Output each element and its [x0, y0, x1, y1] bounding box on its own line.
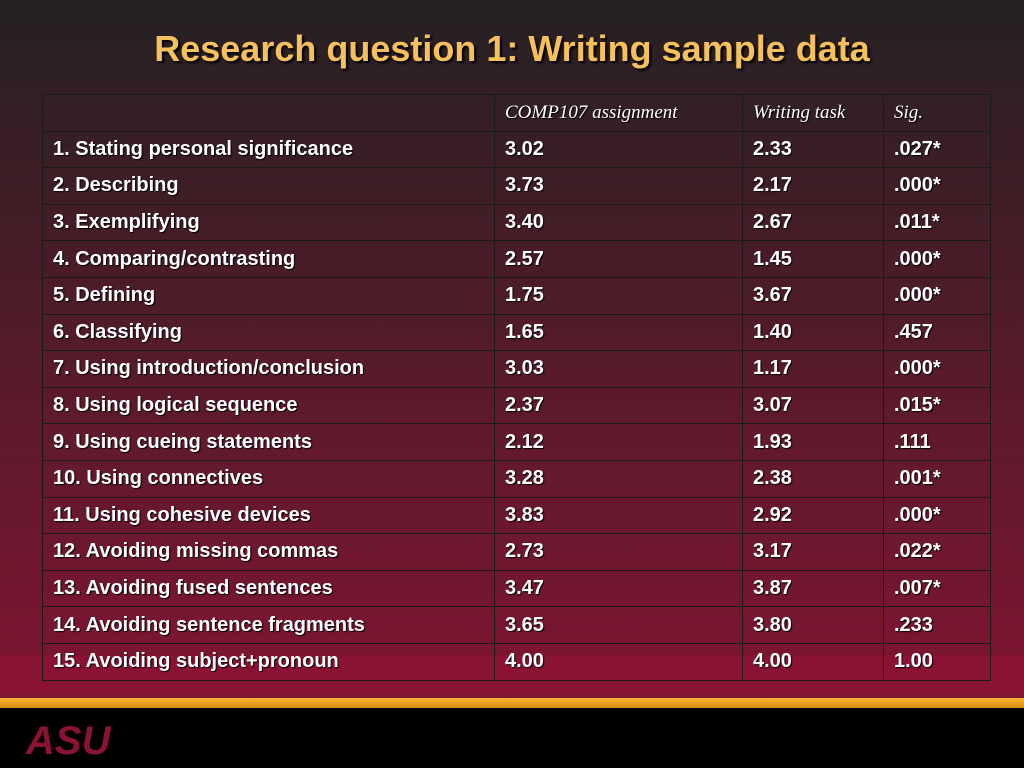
table-row: 8. Using logical sequence 2.37 3.07 .015… [42, 386, 991, 425]
table-cell: 7. Using introduction/conclusion [42, 350, 495, 388]
table-cell: 3.65 [494, 606, 743, 644]
header-cell: COMP107 assignment [494, 94, 743, 132]
table-row: 11. Using cohesive devices 3.83 2.92 .00… [42, 496, 991, 535]
table-cell: .007* [883, 569, 991, 608]
table-row: 9. Using cueing statements 2.12 1.93 .11… [42, 423, 991, 461]
table-cell: 3.87 [742, 569, 884, 608]
table-row: 14. Avoiding sentence fragments 3.65 3.8… [42, 606, 991, 644]
table-cell: 3.03 [494, 350, 743, 388]
table-cell: .000* [883, 496, 991, 535]
table-cell: .022* [883, 533, 991, 571]
table-cell: .000* [883, 276, 991, 315]
table-cell: 13. Avoiding fused sentences [42, 569, 495, 608]
table-cell: 2.12 [494, 423, 743, 461]
gold-stripe [0, 698, 1024, 708]
table-cell: 2.17 [742, 167, 884, 205]
table-row: 7. Using introduction/conclusion 3.03 1.… [42, 350, 991, 388]
header-cell: Sig. [883, 94, 991, 132]
table-cell: 2.37 [494, 386, 743, 425]
table-cell: .001* [883, 459, 991, 498]
table-cell: 1.00 [883, 642, 991, 681]
asu-logo-text: ASU [25, 719, 112, 760]
table-cell: 15. Avoiding subject+pronoun [42, 642, 495, 681]
table-cell: 6. Classifying [42, 313, 495, 352]
table-cell: 3.02 [494, 130, 743, 169]
table-cell: 4. Comparing/contrasting [42, 240, 495, 278]
table-cell: 9. Using cueing statements [42, 423, 495, 461]
header-cell [42, 94, 495, 132]
table-cell: .000* [883, 350, 991, 388]
table-cell: 1.65 [494, 313, 743, 352]
table-cell: 1.75 [494, 276, 743, 315]
table-cell: .000* [883, 240, 991, 278]
table-cell: 10. Using connectives [42, 459, 495, 498]
table-cell: 2.67 [742, 203, 884, 242]
table-cell: .000* [883, 167, 991, 205]
table-cell: .457 [883, 313, 991, 352]
table-cell: 1.93 [742, 423, 884, 461]
table-cell: 3.07 [742, 386, 884, 425]
table-row: 5. Defining 1.75 3.67 .000* [42, 276, 991, 315]
table-cell: .233 [883, 606, 991, 644]
table-cell: 1.40 [742, 313, 884, 352]
table-row: 1. Stating personal significance 3.02 2.… [42, 130, 991, 169]
table-row: 3. Exemplifying 3.40 2.67 .011* [42, 203, 991, 242]
table-cell: 3.17 [742, 533, 884, 571]
table-cell: 3. Exemplifying [42, 203, 495, 242]
data-table: COMP107 assignment Writing task Sig. 1. … [42, 94, 991, 681]
table-row: 13. Avoiding fused sentences 3.47 3.87 .… [42, 569, 991, 608]
table-cell: 3.28 [494, 459, 743, 498]
table-cell: 2.33 [742, 130, 884, 169]
table-row: 2. Describing 3.73 2.17 .000* [42, 167, 991, 205]
table-row: 6. Classifying 1.65 1.40 .457 [42, 313, 991, 352]
table-cell: .027* [883, 130, 991, 169]
table-cell: 1.17 [742, 350, 884, 388]
table-cell: 3.47 [494, 569, 743, 608]
table-cell: 3.80 [742, 606, 884, 644]
table-cell: 12. Avoiding missing commas [42, 533, 495, 571]
table-cell: .111 [883, 423, 991, 461]
table-cell: 11. Using cohesive devices [42, 496, 495, 535]
table-cell: 3.83 [494, 496, 743, 535]
table-row: 15. Avoiding subject+pronoun 4.00 4.00 1… [42, 642, 991, 681]
table-cell: 8. Using logical sequence [42, 386, 495, 425]
table-cell: 14. Avoiding sentence fragments [42, 606, 495, 644]
slide-title: Research question 1: Writing sample data [154, 28, 870, 69]
table-cell: 5. Defining [42, 276, 495, 315]
table-cell: 1. Stating personal significance [42, 130, 495, 169]
table-cell: .011* [883, 203, 991, 242]
table-cell: 2.92 [742, 496, 884, 535]
header-cell: Writing task [742, 94, 884, 132]
table-cell: .015* [883, 386, 991, 425]
table-row: 12. Avoiding missing commas 2.73 3.17 .0… [42, 533, 991, 571]
table-cell: 3.73 [494, 167, 743, 205]
table-cell: 2.38 [742, 459, 884, 498]
table-cell: 3.40 [494, 203, 743, 242]
table-row: 4. Comparing/contrasting 2.57 1.45 .000* [42, 240, 991, 278]
table-cell: 4.00 [742, 642, 884, 681]
table-cell: 2.57 [494, 240, 743, 278]
table-cell: 2.73 [494, 533, 743, 571]
table-cell: 2. Describing [42, 167, 495, 205]
table-cell: 1.45 [742, 240, 884, 278]
table-cell: 4.00 [494, 642, 743, 681]
table-cell: 3.67 [742, 276, 884, 315]
asu-logo: ASU [25, 719, 112, 760]
footer-bar [0, 708, 1024, 768]
table-row: 10. Using connectives 3.28 2.38 .001* [42, 459, 991, 498]
table-header-row: COMP107 assignment Writing task Sig. [42, 94, 991, 132]
